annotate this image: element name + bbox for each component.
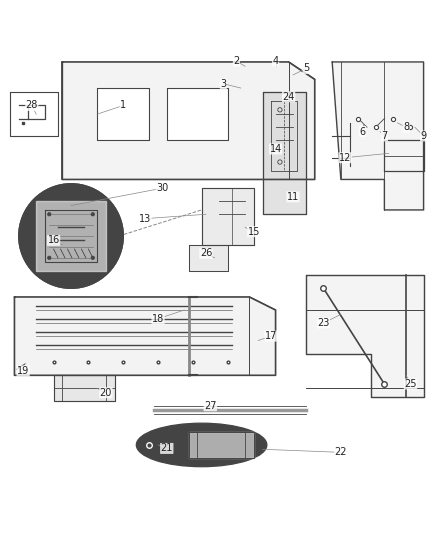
Text: 3: 3 [220,79,226,88]
Polygon shape [306,275,424,397]
Text: 15: 15 [247,227,260,237]
Text: 26: 26 [200,248,212,259]
Polygon shape [97,88,149,140]
Circle shape [91,213,95,216]
Polygon shape [188,245,228,271]
Text: 19: 19 [17,366,29,376]
Ellipse shape [136,423,267,467]
Text: 18: 18 [152,314,164,324]
Text: 4: 4 [272,56,279,66]
Text: 30: 30 [156,183,169,193]
Polygon shape [14,297,276,375]
Text: 27: 27 [204,401,216,411]
Polygon shape [36,201,106,271]
Circle shape [19,184,123,288]
Polygon shape [53,375,115,401]
Polygon shape [332,62,424,210]
Text: 14: 14 [269,144,282,154]
Text: 8: 8 [403,122,409,132]
Polygon shape [262,92,306,214]
Text: 1: 1 [120,100,126,110]
Circle shape [47,256,51,260]
Text: 12: 12 [339,152,351,163]
Text: 5: 5 [303,63,309,74]
Text: 11: 11 [287,192,299,202]
Text: 9: 9 [420,131,427,141]
Text: 21: 21 [161,443,173,454]
Circle shape [91,256,95,260]
Text: 25: 25 [404,379,417,389]
Text: 23: 23 [317,318,330,328]
Text: 13: 13 [139,214,151,224]
Polygon shape [62,62,315,180]
Polygon shape [201,188,254,245]
Text: 22: 22 [335,447,347,457]
Text: 2: 2 [233,56,240,66]
Polygon shape [188,432,254,458]
Text: 7: 7 [381,131,388,141]
Text: 16: 16 [47,236,60,245]
Polygon shape [167,88,228,140]
Circle shape [47,213,51,216]
Text: 6: 6 [360,126,366,136]
Text: 28: 28 [26,100,38,110]
Text: 17: 17 [265,331,277,341]
Text: 20: 20 [100,387,112,398]
Text: 24: 24 [283,92,295,102]
